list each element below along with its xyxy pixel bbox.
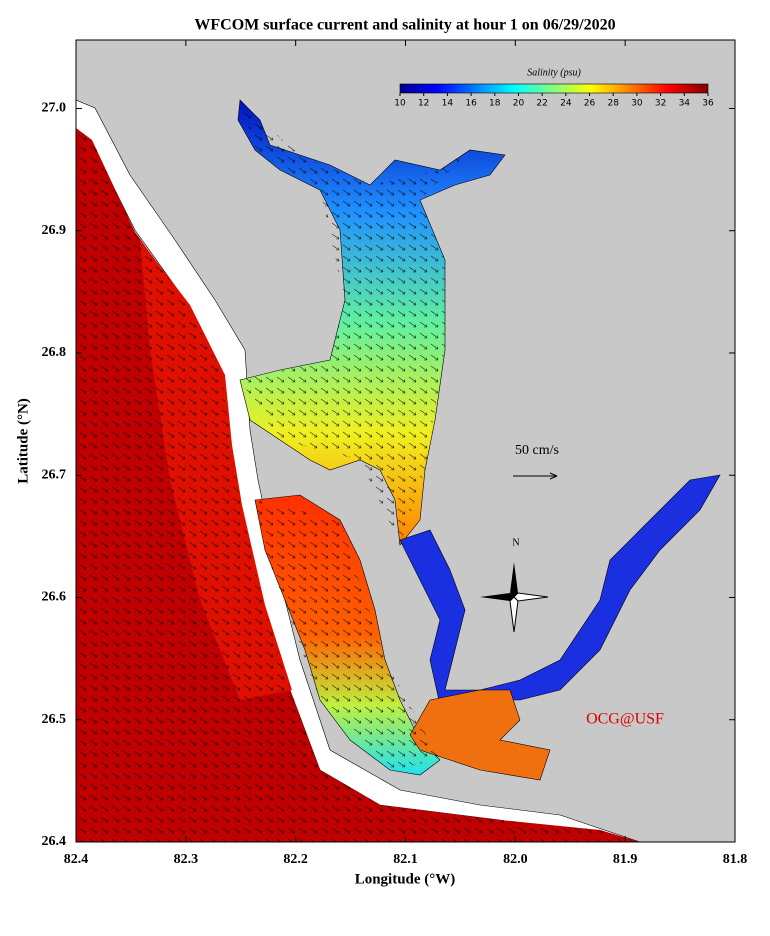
x-tick-label: 82.3 — [174, 852, 199, 867]
colorbar-tick-label: 36 — [702, 99, 714, 109]
credit: OCG@USF — [586, 711, 664, 728]
map-title: WFCOM surface current and salinity at ho… — [194, 17, 615, 34]
y-axis-label: Latitude (°N) — [15, 398, 31, 484]
colorbar-tick-label: 28 — [608, 99, 620, 109]
colorbar-tick-label: 22 — [536, 99, 547, 109]
colorbar-tick-label: 16 — [465, 99, 477, 109]
current-vectors — [76, 100, 640, 842]
y-tick-label: 26.9 — [42, 223, 67, 238]
colorbar-label: Salinity (psu) — [527, 67, 581, 78]
x-axis-label: Longitude (°W) — [355, 871, 456, 887]
colorbar-tick-label: 30 — [631, 99, 643, 109]
y-tick-label: 27.0 — [42, 101, 67, 116]
x-tick-label: 81.9 — [613, 852, 638, 867]
compass — [480, 562, 549, 633]
x-tick-label: 82.1 — [393, 852, 418, 867]
y-tick-label: 26.4 — [42, 834, 67, 849]
north-label: N — [512, 537, 519, 548]
colorbar-tick-label: 24 — [560, 99, 572, 109]
colorbar — [399, 83, 709, 94]
scale-arrowhead — [549, 472, 558, 480]
colorbar-tick-label: 26 — [584, 99, 596, 109]
colorbar-tick-label: 12 — [418, 99, 429, 109]
y-tick-label: 26.8 — [42, 345, 67, 360]
y-tick-label: 26.7 — [42, 467, 67, 482]
colorbar-tick-label: 20 — [513, 99, 525, 109]
x-tick-label: 82.0 — [503, 852, 528, 867]
x-tick-label: 82.2 — [283, 852, 308, 867]
colorbar-tick-label: 18 — [489, 99, 501, 109]
colorbar-tick-label: 34 — [679, 99, 691, 109]
x-tick-label: 81.8 — [723, 852, 748, 867]
colorbar-tick-label: 32 — [655, 99, 666, 109]
scale-label: 50 cm/s — [515, 443, 559, 458]
map-area — [76, 40, 735, 842]
y-tick-label: 26.5 — [42, 712, 67, 727]
y-tick-label: 26.6 — [42, 590, 67, 605]
colorbar-tick-label: 14 — [442, 99, 454, 109]
x-tick-label: 82.4 — [64, 852, 89, 867]
colorbar-tick-label: 10 — [394, 99, 406, 109]
